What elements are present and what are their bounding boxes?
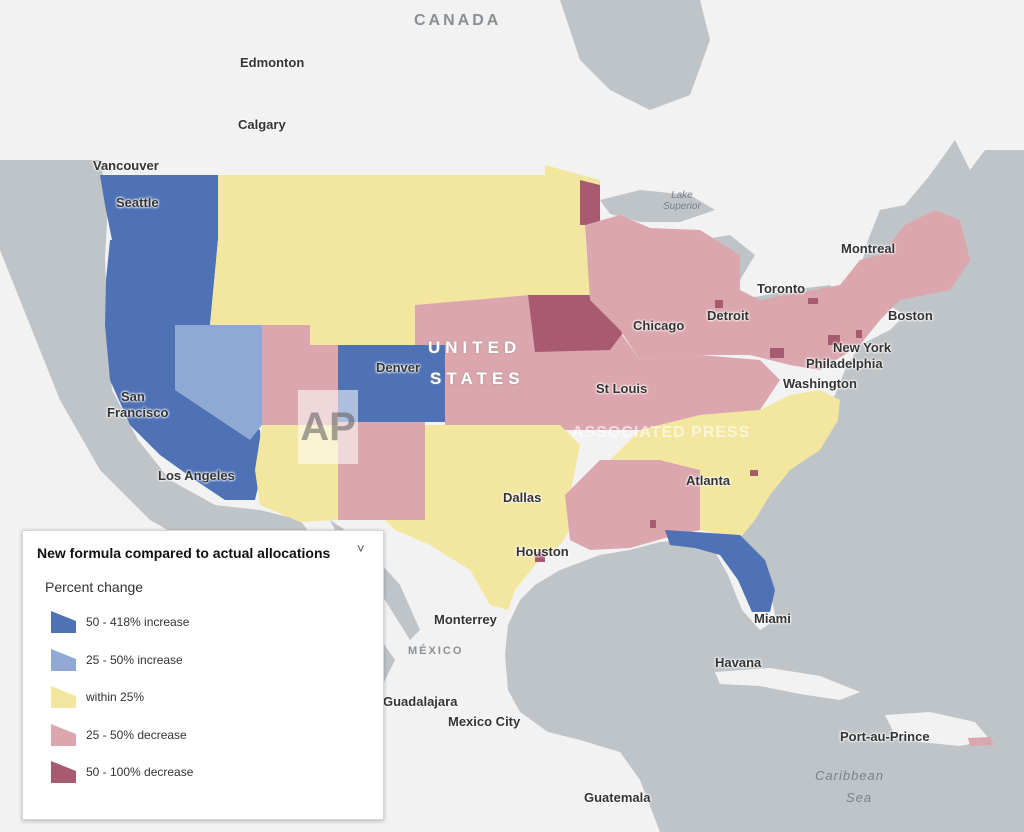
swatch-shape [51, 761, 76, 783]
city-label-san-francisco-1: San [121, 389, 145, 404]
city-label-houston: Houston [516, 544, 569, 559]
region-minnesota-dark [580, 180, 600, 225]
lake-superior-label: Lake Superior [663, 190, 701, 212]
caribbean-label-line1: Caribbean [815, 768, 884, 783]
city-label-seattle: Seattle [116, 195, 159, 210]
legend-item: 50 - 100% decrease [51, 760, 193, 784]
city-label-miami: Miami [754, 611, 791, 626]
swatch-shape [51, 686, 76, 708]
legend-item-label: within 25% [86, 690, 145, 704]
city-label-washington: Washington [783, 376, 857, 391]
hudson-bay [560, 0, 710, 110]
legend-item: 50 - 418% increase [51, 610, 189, 634]
legend-swatch [51, 611, 76, 633]
city-label-monterrey: Monterrey [434, 612, 497, 627]
region-great-lakes [585, 210, 970, 370]
region-colorado [338, 345, 445, 422]
city-label-calgary: Calgary [238, 117, 286, 132]
legend-item-label: 25 - 50% increase [86, 653, 183, 667]
swatch-shape [51, 649, 76, 671]
watermark-logo: AP [298, 390, 358, 464]
lake-superior [600, 190, 715, 222]
region-washington [100, 175, 218, 240]
legend-item: 25 - 50% decrease [51, 723, 187, 747]
city-label-denver: Denver [376, 360, 421, 375]
cuba [715, 668, 860, 700]
city-label-boston: Boston [888, 308, 933, 323]
city-label-chicago: Chicago [633, 318, 685, 333]
city-label-st-louis: St Louis [596, 381, 648, 396]
city-label-havana: Havana [715, 655, 762, 670]
caribbean-label-line2: Sea [846, 790, 873, 805]
city-label-toronto: Toronto [757, 281, 806, 296]
legend-panel: New formula compared to actual allocatio… [22, 530, 384, 820]
region-oregon [105, 240, 218, 325]
lake-label-line2: Superior [663, 201, 701, 212]
hispaniola [885, 712, 990, 746]
city-label-mexico-city: Mexico City [448, 714, 521, 729]
lake-label-line1: Lake [671, 190, 693, 201]
country-label-cuba: CUBA [776, 679, 816, 691]
region-central-plains [415, 295, 780, 430]
country-label-us-line1: UNITED [428, 338, 522, 357]
region-texas [385, 425, 580, 610]
legend-swatch [51, 761, 76, 783]
legend-item: within 25% [51, 685, 144, 709]
city-label-port-au-prince: Port-au-Prince [840, 729, 930, 744]
city-label-new-york: New York [833, 340, 892, 355]
region-new-mexico [338, 422, 425, 520]
city-label-san-francisco-2: Francisco [107, 405, 169, 420]
region-southeast [610, 390, 840, 538]
region-nevada [175, 325, 262, 440]
legend-swatch [51, 724, 76, 746]
city-hotspots [535, 298, 862, 562]
collapse-legend-chevron-icon[interactable]: ˅ [357, 541, 365, 556]
legend-title: New formula compared to actual allocatio… [37, 545, 331, 561]
legend-item: 25 - 50% increase [51, 648, 183, 672]
city-label-edmonton: Edmonton [240, 55, 305, 70]
city-label-montreal: Montreal [841, 241, 896, 256]
swatch-shape [51, 611, 76, 633]
legend-item-label: 50 - 418% increase [86, 615, 190, 629]
region-california [105, 325, 262, 500]
legend-swatch [51, 649, 76, 671]
legend-item-label: 50 - 100% decrease [86, 765, 194, 779]
city-label-los-angeles: Los Angeles [158, 468, 235, 483]
swatch-shape [51, 724, 76, 746]
legend-item-label: 25 - 50% decrease [86, 728, 187, 742]
country-label-mexico: MÉXICO [408, 645, 464, 657]
region-deep-south [565, 460, 700, 550]
city-label-vancouver: Vancouver [93, 158, 159, 173]
country-label-canada: CANADA [414, 12, 502, 29]
city-label-guadalajara: Guadalajara [383, 694, 458, 709]
region-puerto-rico [968, 737, 994, 746]
region-florida [665, 530, 775, 612]
city-label-detroit: Detroit [707, 308, 749, 323]
watermark-text: ASSOCIATED PRESS [572, 424, 751, 441]
legend-swatch [51, 686, 76, 708]
city-label-philadelphia: Philadelphia [806, 356, 883, 371]
country-label-us-line2: STATES [430, 369, 525, 388]
city-label-guatemala: Guatemala [584, 790, 651, 805]
city-label-atlanta: Atlanta [686, 473, 731, 488]
city-label-dallas: Dallas [503, 490, 542, 505]
legend-subtitle: Percent change [45, 579, 144, 595]
